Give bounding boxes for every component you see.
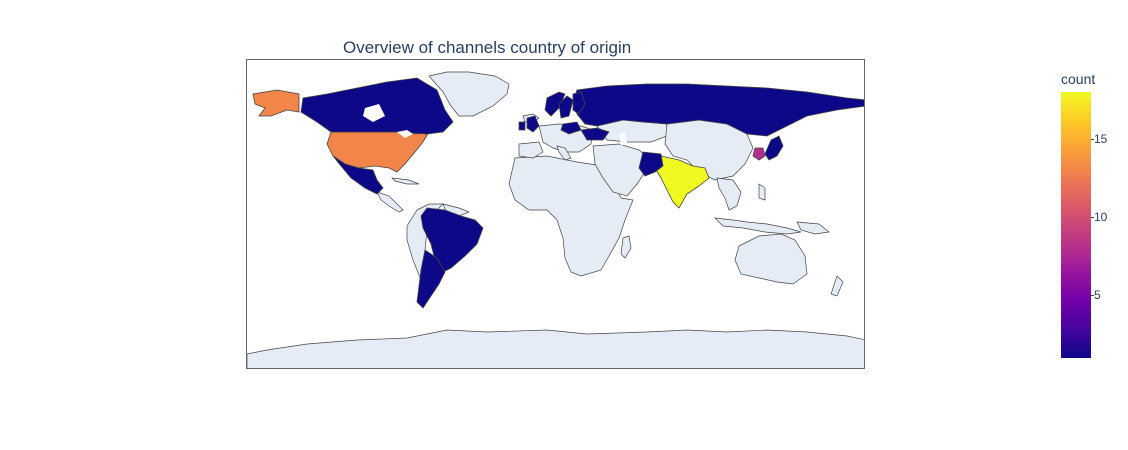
caspian-sea-shape: [619, 132, 627, 146]
iberia-shape: [518, 141, 544, 159]
italy-shape: [556, 145, 572, 161]
cuba-shape: [391, 177, 420, 185]
background-land: [247, 71, 864, 368]
australia-shape: [734, 233, 808, 285]
country-ireland[interactable]: [518, 121, 526, 131]
southeast-asia-shape: [716, 177, 742, 211]
colorbar-tick-mark: [1091, 138, 1094, 140]
indonesia-shape: [714, 217, 802, 235]
antarctica-shape: [247, 329, 864, 368]
colorbar: [1061, 92, 1091, 358]
country-india[interactable]: [654, 155, 710, 209]
colorbar-tick-label: 10: [1094, 210, 1108, 225]
madagascar-shape: [620, 235, 632, 259]
world-map[interactable]: [247, 60, 865, 369]
country-sweden[interactable]: [558, 95, 574, 119]
country-japan[interactable]: [764, 135, 784, 161]
hudson-bay-shape: [363, 104, 385, 122]
greenland-shape: [428, 71, 510, 117]
country-mexico[interactable]: [332, 155, 384, 195]
country-norway[interactable]: [544, 91, 566, 117]
colorbar-tick-mark: [1091, 217, 1094, 219]
colorbar-title: count: [1061, 71, 1096, 87]
colorbar-tick-label: 15: [1094, 131, 1108, 146]
country-ukraine[interactable]: [580, 127, 610, 141]
colorbar-tick-mark: [1091, 295, 1094, 297]
country-pakistan[interactable]: [638, 151, 664, 177]
new-zealand-shape: [830, 275, 844, 297]
middle-east-shape: [592, 143, 652, 197]
great-lakes-shape: [397, 130, 413, 138]
philippines-shape: [758, 183, 766, 201]
central-america-shape: [376, 191, 404, 213]
lakes: [363, 104, 627, 146]
chart-title: Overview of channels country of origin: [343, 38, 632, 57]
country-argentina[interactable]: [416, 249, 446, 309]
country-united-kingdom[interactable]: [526, 115, 540, 133]
country-south-korea[interactable]: [752, 147, 766, 161]
colorbar-tick-label: 5: [1094, 288, 1101, 303]
country-brazil[interactable]: [420, 207, 484, 273]
new-guinea-shape: [796, 221, 830, 235]
country-poland[interactable]: [560, 121, 582, 135]
map-frame[interactable]: [246, 59, 865, 369]
country-finland[interactable]: [572, 91, 586, 115]
country-russia[interactable]: [572, 83, 865, 137]
